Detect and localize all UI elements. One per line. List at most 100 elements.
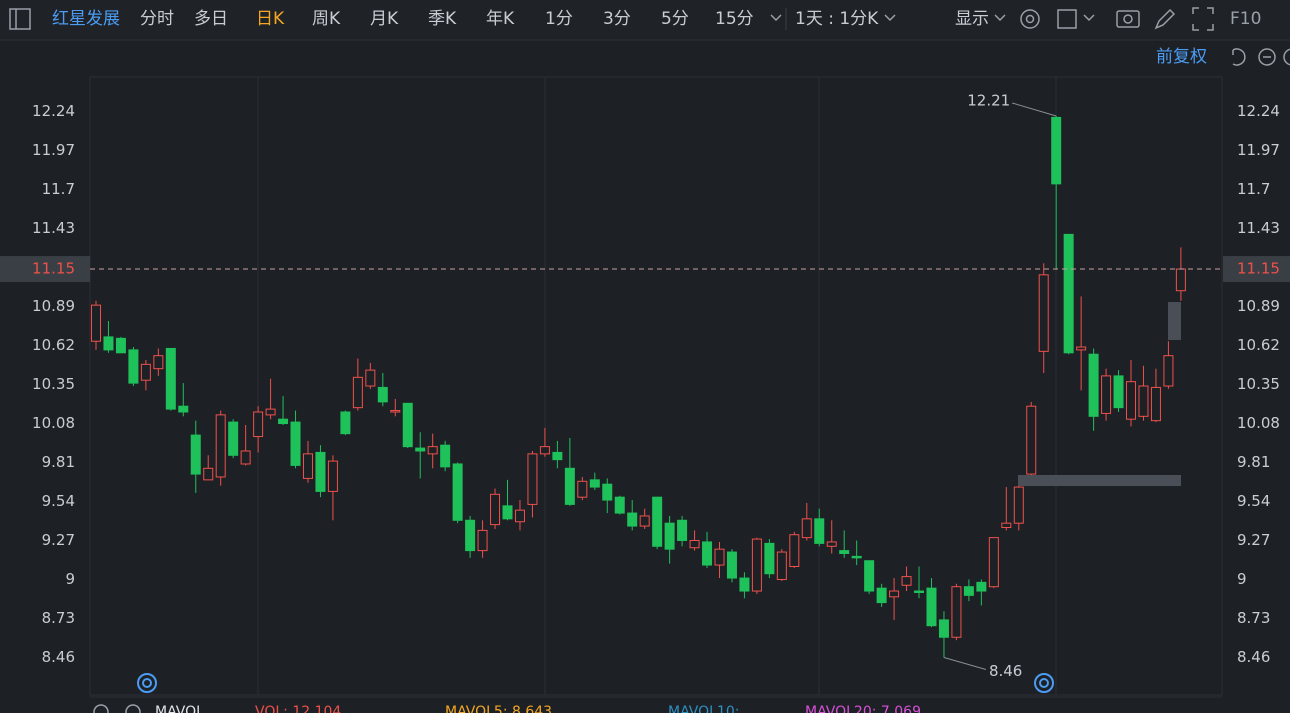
y-tick-label-left: 11.43 [32,219,75,237]
adjust-mode[interactable]: 前复权 [1156,47,1207,67]
current-price-badge [1223,256,1290,283]
candle-body [302,453,313,479]
plot-frame [89,76,1223,696]
period-tab[interactable]: 周K [312,9,341,29]
candle-body [876,587,887,604]
candle-body [265,408,276,416]
y-tick-label-left: 10.62 [32,336,75,354]
event-marker[interactable] [137,673,157,693]
indicator-value: MAVOL5: 8.643 [445,704,552,713]
dropdown-arrow[interactable] [994,14,1006,22]
zoom-in-icon[interactable] [1283,48,1290,66]
draw-icon[interactable] [1154,8,1176,30]
candle-body [390,410,401,413]
camera-icon[interactable] [1116,10,1140,28]
y-tick-label-left: 10.08 [32,414,75,432]
candle-body [552,451,563,461]
y-tick-label-left: 8.46 [42,648,75,666]
indicator-name[interactable]: MAVOL [155,704,204,713]
candle-body [440,444,451,468]
candle-body [240,450,251,465]
period-tab[interactable]: 季K [428,9,457,29]
dropdown-arrow[interactable] [1083,14,1095,22]
candle-body [677,519,688,541]
indicator-value: MAVOL20: 7.069 [805,704,921,713]
zoom-out-icon[interactable] [1258,48,1276,66]
candle-body [215,414,226,478]
y-tick-label-right: 11.43 [1237,219,1280,237]
indicator-settings-icon[interactable] [93,704,109,713]
candle-body [1063,233,1074,354]
candle-body [290,421,301,466]
selection-overlay [1168,302,1181,340]
camera-lens [1123,14,1133,24]
y-tick-label-right: 9.54 [1237,492,1270,510]
y-tick-label-right: 9 [1237,570,1247,588]
settings-icon[interactable] [1020,9,1040,29]
candle-body [951,586,962,638]
period-tab[interactable]: 1分 [545,9,573,29]
candle-body [1088,353,1099,417]
candle-body [91,304,101,342]
fullscreen-icon[interactable] [1192,7,1214,31]
y-tick-label-right: 8.73 [1237,609,1270,627]
candle-body [327,460,338,492]
y-tick-label-right: 9.27 [1237,531,1270,549]
candle-body [826,541,837,547]
y-tick-label-left: 10.35 [32,375,75,393]
period-tab[interactable]: 15分 [715,9,754,29]
candle-body [452,463,463,521]
display-menu[interactable]: 显示 [955,9,989,29]
candle-body [477,529,488,552]
candle-body [1150,386,1161,422]
event-marker-core [142,678,152,688]
reset-icon[interactable] [1232,48,1246,66]
candle-body [502,505,513,520]
candle-body [926,587,937,627]
candle-body [253,411,264,438]
event-marker[interactable] [1034,673,1054,693]
f10-button[interactable]: F10 [1230,9,1261,29]
low-annotation: 8.46 [989,662,1022,680]
dropdown-arrow[interactable] [770,14,782,22]
candle-body [814,518,825,544]
interval-selector[interactable]: 1天 : 1分K [795,9,879,29]
y-tick-label-left: 9 [65,570,75,588]
candle-body [851,555,862,559]
period-tab-active[interactable]: 日K [256,9,285,29]
y-tick-label-left: 11.7 [42,180,75,198]
candle-body [1163,355,1174,387]
candle-body [664,522,675,550]
candle-body [938,619,949,638]
candle-body [689,540,700,549]
selection-overlay [1018,475,1181,486]
sidebar-toggle-icon[interactable] [9,8,31,30]
y-tick-label-right: 10.89 [1237,297,1280,315]
dropdown-arrow[interactable] [884,14,896,22]
period-tab[interactable]: 分时 [140,9,174,29]
candle-body [465,519,476,552]
high-pointer [1012,102,1057,117]
period-tab[interactable]: 3分 [603,9,631,29]
period-tab[interactable]: 年K [486,9,515,29]
candle-body [203,467,214,481]
candle-body [1026,405,1037,475]
period-tab[interactable]: 月K [370,9,399,29]
candle-body [1038,274,1049,352]
y-tick-label-right: 9.81 [1237,453,1270,471]
stock-name[interactable]: 红星发展 [52,9,120,29]
period-tab[interactable]: 多日 [194,9,228,29]
period-tab[interactable]: 5分 [661,9,689,29]
candle-body [589,479,600,488]
color-box-icon[interactable] [1057,9,1077,29]
candle-body [764,542,775,575]
indicator-close-icon[interactable] [125,704,141,713]
current-price-badge [0,256,90,283]
candle-body [702,541,713,566]
candle-body [1101,375,1112,414]
candle-body [789,534,800,567]
y-tick-label-right: 10.08 [1237,414,1280,432]
y-tick-label-right: 12.24 [1237,102,1280,120]
candle-body [427,446,438,455]
candle-body [190,434,201,475]
